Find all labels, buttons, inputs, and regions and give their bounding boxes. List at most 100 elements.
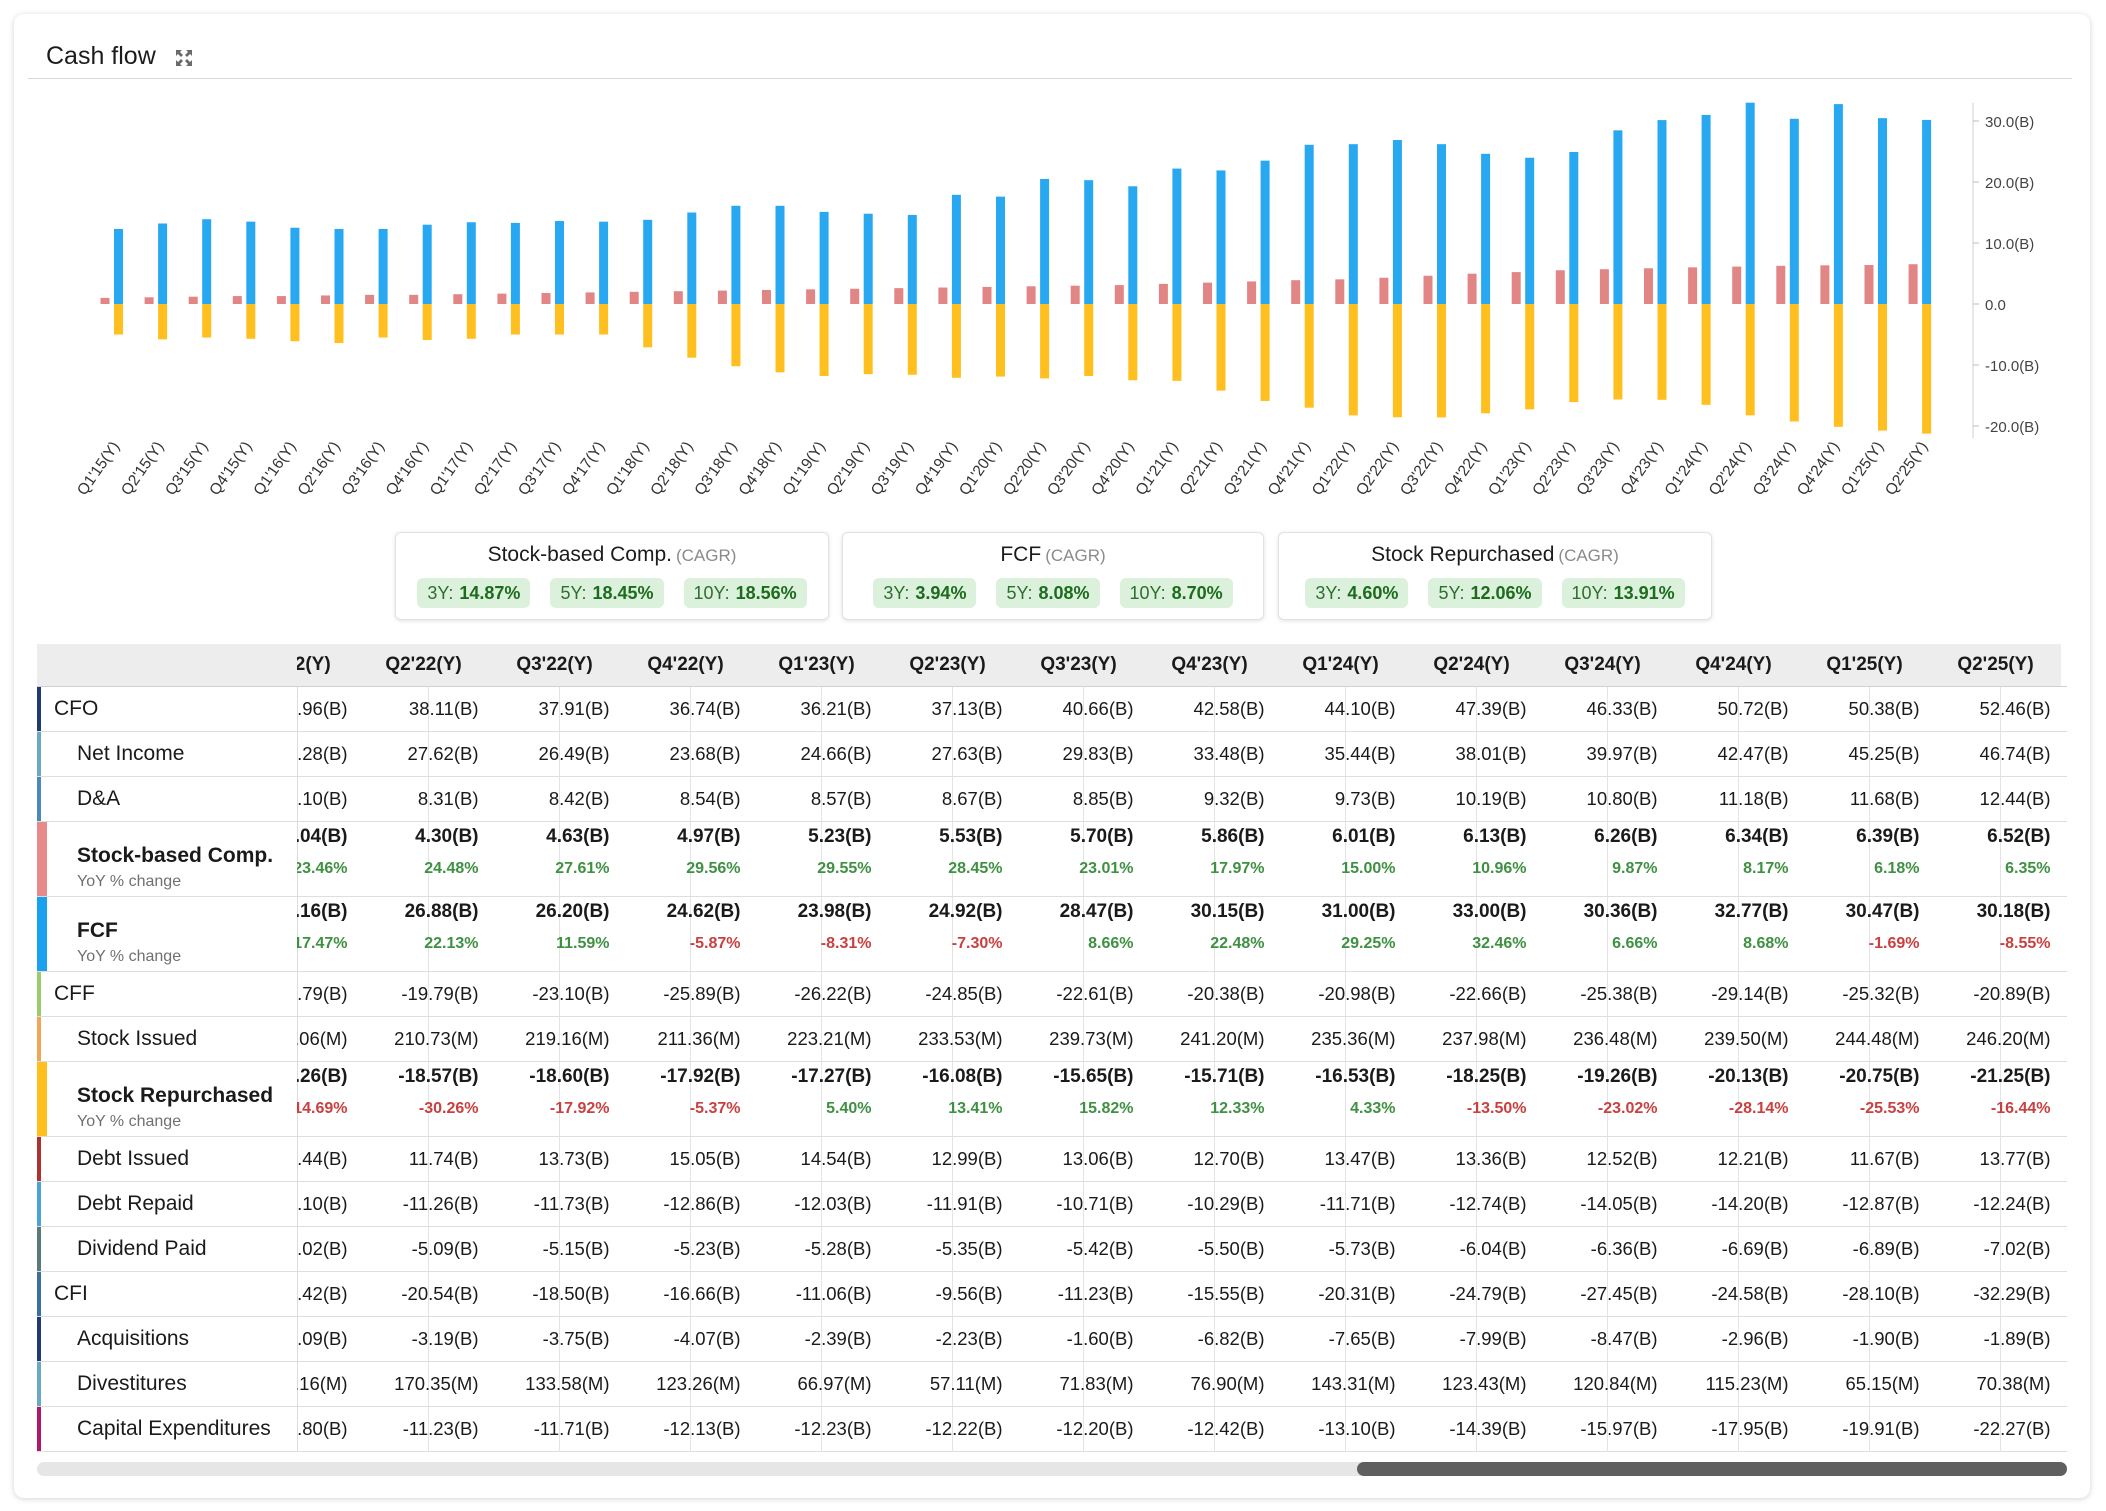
cagr-title: Stock Repurchased (CAGR) bbox=[1279, 543, 1711, 567]
value-cell: -7.65(B) bbox=[1275, 1316, 1407, 1362]
horizontal-scrollbar[interactable] bbox=[37, 1462, 2067, 1476]
value-cell: 5.23(B) 29.55% bbox=[751, 821, 883, 897]
cell-value: -19.26(B) bbox=[1577, 1066, 1658, 1087]
expand-icon[interactable] bbox=[174, 48, 194, 68]
row-color-marker bbox=[37, 822, 47, 896]
value-cell: -14.05(B) bbox=[1537, 1181, 1669, 1227]
x-tick-label: Q2'23(Y) bbox=[1529, 439, 1578, 499]
bar-fcf bbox=[510, 222, 520, 304]
x-tick-label: Q3'23(Y) bbox=[1573, 439, 1622, 499]
cagr-pill: 3Y: 3.94% bbox=[873, 578, 977, 608]
column-header[interactable]: Q3'23(Y) bbox=[1013, 644, 1144, 687]
value-cell: -32.29(B) bbox=[1930, 1271, 2062, 1317]
column-header[interactable]: Q3'22(Y) bbox=[489, 644, 620, 687]
column-header[interactable]: Q4'23(Y) bbox=[1144, 644, 1275, 687]
value-cell: 170.35(M) bbox=[358, 1361, 490, 1407]
bar-stock-repurchased bbox=[1701, 304, 1711, 405]
cell-value: 31.00(B) bbox=[1321, 901, 1396, 922]
column-header[interactable]: Q1'25(Y) bbox=[1799, 644, 1930, 687]
bar-fcf bbox=[1922, 119, 1932, 304]
value-cell: 233.53(M) bbox=[882, 1016, 1014, 1062]
value-cell: 40.66(B) bbox=[1013, 686, 1145, 732]
cagr-pill: 3Y: 14.87% bbox=[417, 578, 531, 608]
x-tick-label: Q1'15(Y) bbox=[74, 439, 123, 499]
cagr-pill: 3Y: 4.60% bbox=[1305, 578, 1409, 608]
value-cell: -15.97(B) bbox=[1537, 1406, 1669, 1452]
cell-value: -16.08(B) bbox=[922, 1066, 1003, 1087]
cell-value: -21.25(B) bbox=[1970, 1066, 2051, 1087]
cell-value: 6.01(B) bbox=[1332, 826, 1396, 847]
column-header[interactable]: Q2'22(Y) bbox=[358, 644, 489, 687]
table-row: CFO 36.96(B) 38.11(B) 37.91(B) 36.74(B) 36.21… bbox=[37, 686, 2067, 732]
bar-stock-based-comp bbox=[276, 296, 286, 304]
cell-yoy-change: -13.50% bbox=[1466, 1100, 1527, 1117]
value-cell: 237.98(M) bbox=[1406, 1016, 1538, 1062]
cagr-label: (CAGR) bbox=[1045, 546, 1106, 565]
value-cell: 52.46(B) bbox=[1930, 686, 2062, 732]
cash-flow-chart: -20.0(B) -10.0(B) 0.0 10.0(B) 20.0(B) 30.0(B)… bbox=[74, 102, 2039, 499]
value-cell: 32.77(B) 8.68% bbox=[1668, 896, 1800, 972]
value-cell: 235.36(M) bbox=[1275, 1016, 1407, 1062]
value-cell: -13.10(B) bbox=[1275, 1406, 1407, 1452]
cell-yoy-change: 17.47% bbox=[293, 935, 348, 952]
scrollbar-thumb[interactable] bbox=[1357, 1462, 2067, 1476]
bar-stock-repurchased bbox=[1392, 304, 1402, 418]
x-tick-label: Q1'19(Y) bbox=[780, 439, 829, 499]
x-tick-label: Q2'21(Y) bbox=[1177, 439, 1226, 499]
table-row: Stock Repurchased YoY % change -18.26(B) -1… bbox=[37, 1061, 2067, 1137]
cell-yoy-change: 15.00% bbox=[1341, 860, 1396, 877]
cagr-value: 8.70% bbox=[1171, 583, 1223, 603]
value-cell: 123.26(M) bbox=[620, 1361, 752, 1407]
value-cell: -16.66(B) bbox=[620, 1271, 752, 1317]
row-label: Capital Expenditures bbox=[77, 1417, 271, 1440]
row-label: Acquisitions bbox=[77, 1327, 190, 1350]
row-label: Stock Issued bbox=[77, 1027, 198, 1050]
column-header[interactable]: Q3'24(Y) bbox=[1537, 644, 1668, 687]
value-cell: -2.96(B) bbox=[1668, 1316, 1800, 1362]
column-header[interactable]: Q1'23(Y) bbox=[751, 644, 882, 687]
row-label-cell: Debt Issued bbox=[37, 1136, 298, 1182]
x-tick-label: Q4'20(Y) bbox=[1088, 439, 1137, 499]
value-cell: 123.43(M) bbox=[1406, 1361, 1538, 1407]
value-cell: -24.79(B) bbox=[1406, 1271, 1538, 1317]
value-cell: -14.20(B) bbox=[1668, 1181, 1800, 1227]
column-header[interactable]: Q1'24(Y) bbox=[1275, 644, 1406, 687]
cagr-period: 10Y: bbox=[1129, 583, 1166, 603]
column-header[interactable]: Q2'23(Y) bbox=[882, 644, 1013, 687]
value-cell: 27.63(B) bbox=[882, 731, 1014, 777]
column-header[interactable]: Q2'24(Y) bbox=[1406, 644, 1537, 687]
cell-yoy-change: -8.55% bbox=[1999, 935, 2051, 952]
value-cell: 9.32(B) bbox=[1144, 776, 1276, 822]
cagr-pill: 10Y: 8.70% bbox=[1119, 578, 1233, 608]
bar-stock-based-comp bbox=[497, 293, 507, 304]
value-cell: 11.18(B) bbox=[1668, 776, 1800, 822]
cell-yoy-change: 8.17% bbox=[1743, 860, 1789, 877]
cell-value: 4.04(B) bbox=[284, 826, 348, 847]
row-color-marker bbox=[37, 972, 41, 1016]
cagr-period: 5Y: bbox=[560, 583, 587, 603]
value-cell: 44.10(B) bbox=[1275, 686, 1407, 732]
bar-fcf bbox=[1304, 144, 1314, 304]
value-cell: 211.36(M) bbox=[620, 1016, 752, 1062]
bar-fcf bbox=[1789, 118, 1799, 304]
bar-stock-repurchased bbox=[555, 304, 564, 335]
value-cell: 46.74(B) bbox=[1930, 731, 2062, 777]
value-cell: 57.11(M) bbox=[882, 1361, 1014, 1407]
bar-stock-repurchased bbox=[1657, 304, 1667, 400]
row-label-cell: Divestitures bbox=[37, 1361, 298, 1407]
value-cell: 66.97(M) bbox=[751, 1361, 883, 1407]
cash-flow-table-wrap[interactable]: Q1'22(Y)Q2'22(Y)Q3'22(Y)Q4'22(Y)Q1'23(Y)… bbox=[37, 644, 2067, 1470]
cagr-pill: 5Y: 8.08% bbox=[996, 578, 1100, 608]
column-header[interactable]: Q4'22(Y) bbox=[620, 644, 751, 687]
bar-stock-repurchased bbox=[996, 304, 1005, 377]
bar-stock-based-comp bbox=[1599, 269, 1609, 304]
value-cell: -16.08(B) 13.41% bbox=[882, 1061, 1014, 1137]
bar-stock-based-comp bbox=[762, 289, 771, 304]
table-row: Stock Issued 201.06(M) 210.73(M) 219.16(M) 2… bbox=[37, 1016, 2067, 1062]
value-cell: 33.48(B) bbox=[1144, 731, 1276, 777]
column-header[interactable]: Q4'24(Y) bbox=[1668, 644, 1799, 687]
column-header[interactable]: Q2'25(Y) bbox=[1930, 644, 2061, 687]
y-tick-label: 0.0 bbox=[1985, 297, 2006, 314]
value-cell: 4.30(B) 24.48% bbox=[358, 821, 490, 897]
table-row: FCF YoY % change 26.16(B) 17.47% 26.88(B) 22.… bbox=[37, 896, 2067, 972]
